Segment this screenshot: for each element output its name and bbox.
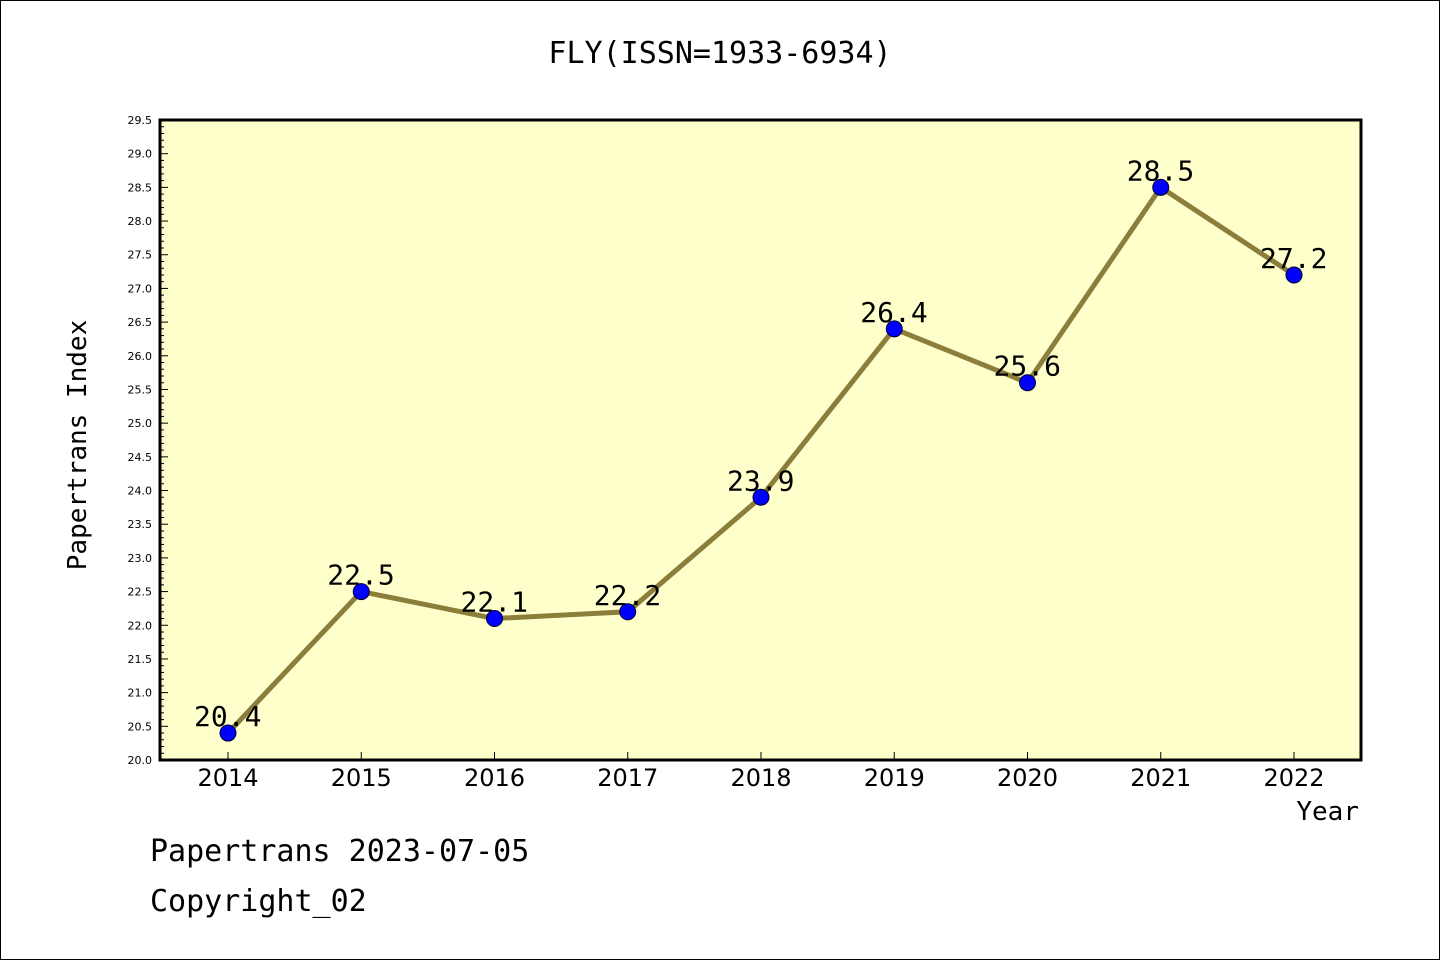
y-tick-label: 21.0 [128,687,153,700]
x-tick-label: 2018 [730,764,791,792]
data-labels: 20.4 22.5 22.1 22.2 23.9 26.4 25.6 28.5 27.2 [194,154,1327,733]
x-tick-label: 2021 [1130,764,1191,792]
plot-area [160,120,1361,760]
x-tick-label: 2019 [864,764,925,792]
y-tick-label: 24.5 [128,451,153,464]
x-tick-label: 2020 [997,764,1058,792]
y-tick-label: 23.5 [128,518,153,531]
y-tick-label: 28.5 [128,181,153,194]
data-label: 20.4 [194,700,261,733]
data-point [1152,178,1170,196]
x-axis: 2014 2015 2016 2017 2018 2019 2020 2021 2022 [197,752,1325,792]
data-point [619,603,637,621]
data-label: 28.5 [1127,154,1194,187]
y-tick-label: 29.5 [128,114,153,127]
y-tick-label: 22.5 [128,586,153,599]
data-point [1285,266,1303,284]
y-tick-label: 25.5 [128,383,153,396]
y-tick-label: 21.5 [128,653,153,666]
data-label: 23.9 [727,464,794,497]
y-tick-label: 29.0 [128,148,153,161]
y-tick-label: 27.5 [128,249,153,262]
y-axis: 20.0 20.5 21.0 21.5 22.0 22.5 23.0 23.5 24.0 24.5… [128,114,168,767]
x-tick-label: 2015 [331,764,392,792]
data-label: 22.1 [461,586,528,619]
x-axis-label: Year [1296,797,1359,827]
y-tick-label: 26.5 [128,316,153,329]
y-tick-label: 23.0 [128,552,153,565]
chart-title: FLY(ISSN=1933-6934) [548,36,892,71]
data-label: 22.5 [327,559,394,592]
plot-border [158,118,1363,762]
data-point [1019,374,1036,392]
data-label: 26.4 [860,296,927,329]
y-tick-label: 26.0 [128,350,153,363]
footer-copyright: Copyright_02 [150,884,367,919]
y-tick-label: 22.0 [128,619,153,632]
data-label: 22.2 [594,579,661,612]
data-point [219,724,237,742]
x-tick-label: 2014 [197,764,258,792]
data-label: 27.2 [1260,242,1327,275]
y-tick-label: 24.0 [128,485,153,498]
data-point [352,583,370,601]
footer-date: Papertrans 2023-07-05 [150,834,530,869]
data-label: 25.6 [994,350,1061,383]
series-markers [219,178,1303,742]
x-tick-label: 2017 [597,764,658,792]
y-tick-label: 27.0 [128,282,153,295]
y-tick-label: 25.0 [128,417,153,430]
y-tick-label: 28.0 [128,215,153,228]
data-point [885,320,903,338]
x-tick-label: 2022 [1263,764,1324,792]
y-tick-label: 20.5 [128,720,153,733]
x-tick-label: 2016 [464,764,525,792]
data-point [486,610,503,628]
data-point [752,488,770,506]
y-tick-label: 20.0 [128,754,153,767]
y-axis-label: Papertrans Index [63,320,93,570]
